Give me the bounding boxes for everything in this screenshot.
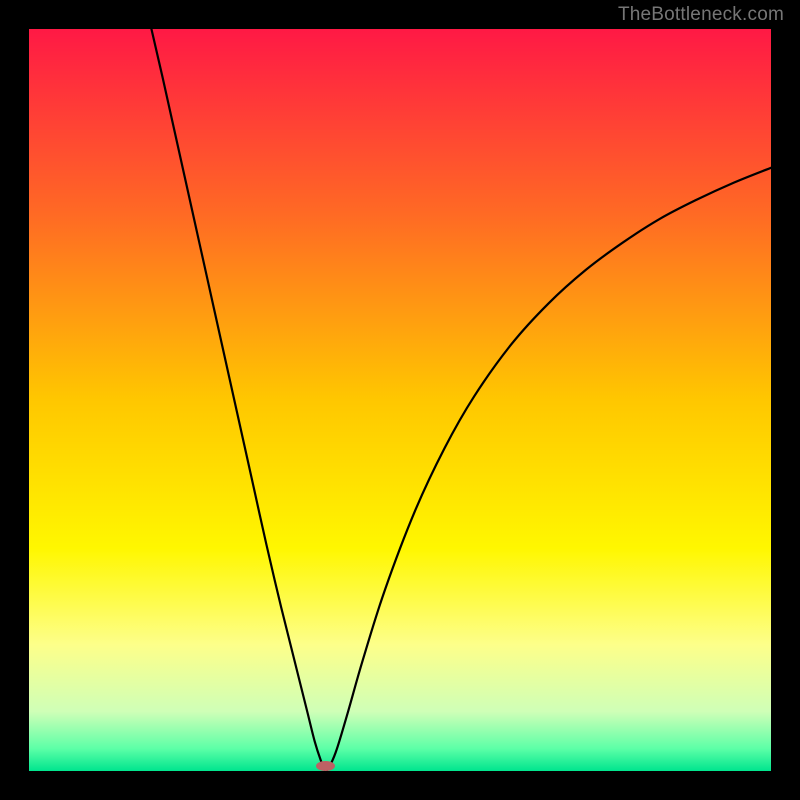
- bottleneck-curve: [29, 29, 771, 771]
- watermark-text: TheBottleneck.com: [618, 4, 784, 26]
- plot-area: [29, 29, 771, 771]
- chart-container: [0, 0, 800, 800]
